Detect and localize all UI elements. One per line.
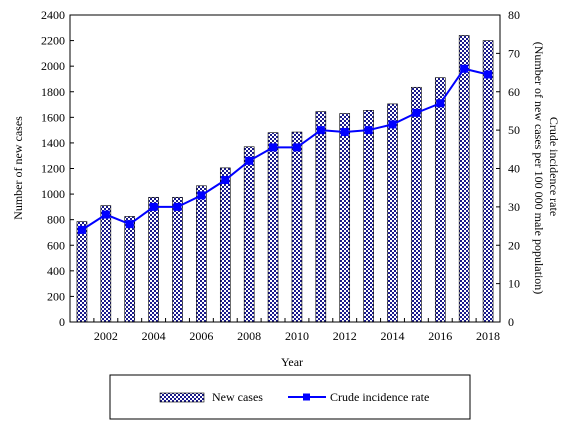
bar-2004	[148, 196, 159, 323]
bar-2001	[76, 221, 88, 323]
bar-2014	[387, 103, 398, 323]
bar-2012	[339, 113, 351, 323]
left-tick-label: 0	[59, 315, 65, 329]
left-tick-label: 2000	[41, 59, 65, 73]
x-tick-label-2006: 2006	[189, 329, 213, 343]
line-series-crude-incidence-rate	[77, 64, 493, 234]
bar-2017	[458, 35, 470, 323]
x-tick-label-2002: 2002	[94, 329, 118, 343]
x-tick-label-2014: 2014	[381, 329, 405, 343]
rate-marker-2001	[77, 225, 86, 234]
right-tick-label: 20	[508, 238, 520, 252]
left-tick-label: 800	[47, 213, 65, 227]
bar-2016	[434, 77, 446, 323]
x-tick-label-2016: 2016	[428, 329, 452, 343]
bar-2018	[482, 40, 494, 323]
left-tick-label: 600	[47, 238, 65, 252]
rate-marker-2007	[221, 176, 230, 185]
bar-2013	[363, 110, 374, 323]
left-tick-label: 2200	[41, 34, 65, 48]
x-tick-label-2008: 2008	[237, 329, 261, 343]
left-axis-ticks: 0 200 400 600 800 1000 1200 1400 1600 1800 2000 220…	[41, 8, 74, 329]
left-axis-label: Number of new cases	[11, 116, 25, 220]
right-tick-label: 80	[508, 8, 520, 22]
rate-marker-2002	[101, 210, 110, 219]
rate-marker-2010	[292, 143, 301, 152]
legend-swatch-new-cases	[159, 392, 205, 403]
bar-2003	[124, 216, 136, 323]
legend-label-crude-incidence-rate: Crude incidence rate	[330, 390, 429, 404]
bar-series-new-cases	[76, 35, 494, 323]
rate-marker-2005	[173, 202, 182, 211]
x-tick-label-2004: 2004	[142, 329, 166, 343]
bar-2009	[267, 132, 279, 323]
left-tick-label: 1600	[41, 110, 65, 124]
legend-swatch-marker	[303, 393, 310, 401]
right-axis-label-line1: Crude incidence rate	[547, 117, 561, 216]
bar-2006	[196, 185, 207, 323]
rate-marker-2015	[412, 108, 421, 117]
bar-2015	[411, 86, 422, 323]
rate-marker-2013	[364, 126, 373, 135]
right-axis-label: Crude incidence rate (Number of new case…	[532, 42, 561, 295]
incidence-rate-line	[81, 67, 489, 231]
x-tick-label-2018: 2018	[476, 329, 500, 343]
bar-2010	[291, 131, 303, 323]
rate-marker-2011	[316, 126, 325, 135]
right-tick-label: 30	[508, 200, 520, 214]
rate-marker-2008	[245, 156, 254, 165]
left-tick-label: 1000	[41, 187, 65, 201]
rate-marker-2016	[436, 99, 445, 108]
x-axis-label: Year	[281, 355, 303, 369]
bar-2002	[100, 205, 112, 323]
right-axis-ticks: 0 10 20 30 40 50 60 70 80	[496, 8, 520, 329]
rate-marker-2012	[340, 128, 349, 137]
rate-marker-2003	[125, 220, 134, 229]
rate-marker-2006	[197, 191, 206, 200]
right-tick-label: 60	[508, 85, 520, 99]
right-tick-label: 40	[508, 162, 520, 176]
left-tick-label: 1200	[41, 162, 65, 176]
left-tick-label: 1800	[41, 85, 65, 99]
bar-2011	[315, 111, 327, 323]
x-tick-label-2012: 2012	[333, 329, 357, 343]
x-tick-label-2010: 2010	[285, 329, 309, 343]
rate-marker-2009	[269, 143, 278, 152]
right-tick-label: 50	[508, 123, 520, 137]
rate-marker-2004	[149, 202, 158, 211]
rate-marker-2017	[460, 64, 469, 73]
left-tick-label: 1400	[41, 136, 65, 150]
legend-label-new-cases: New cases	[212, 390, 263, 404]
left-tick-label: 400	[47, 264, 65, 278]
right-tick-label: 70	[508, 46, 520, 60]
x-axis-ticks: 2002 2004 2006 2008 2010 2012 2014 2016 2018	[93, 318, 500, 343]
legend: New cases Crude incidence rate	[109, 374, 471, 420]
right-tick-label: 0	[508, 315, 514, 329]
right-tick-label: 10	[508, 277, 520, 291]
bar-2008	[243, 146, 255, 323]
rate-marker-2014	[388, 120, 397, 129]
left-tick-label: 2400	[41, 8, 65, 22]
bar-2005	[172, 196, 183, 323]
bar-2007	[219, 167, 231, 323]
left-tick-label: 200	[47, 289, 65, 303]
right-axis-label-line2: (Number of new cases per 100 000 male po…	[532, 42, 546, 295]
rate-marker-2018	[484, 70, 493, 79]
